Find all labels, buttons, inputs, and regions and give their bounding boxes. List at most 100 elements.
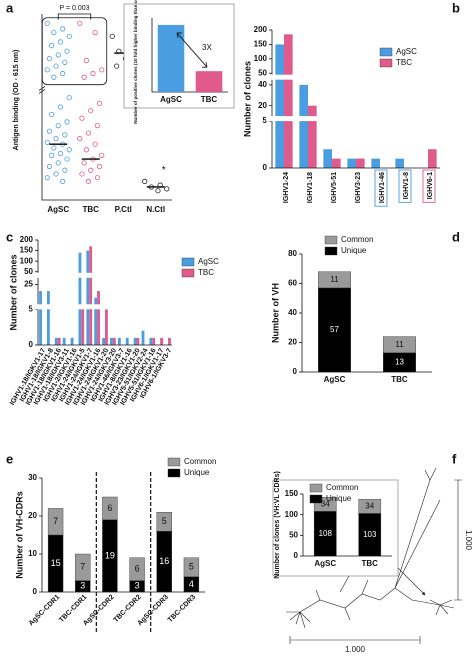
legend-swatch	[324, 246, 338, 256]
panel-label: a	[6, 0, 14, 15]
legend-swatch	[167, 457, 181, 467]
x-tick-label: TBC	[83, 205, 100, 214]
value-label: 11	[330, 275, 339, 284]
data-point	[51, 74, 57, 80]
bar	[371, 158, 380, 168]
data-point	[46, 163, 53, 170]
x-tick-label: AgSC	[324, 375, 346, 384]
data-point	[66, 95, 72, 101]
bar	[332, 158, 341, 168]
data-point	[66, 33, 72, 39]
x-tick-label: P.Ctl	[115, 205, 132, 214]
data-point	[51, 29, 57, 36]
y-tick-label: 150	[20, 246, 34, 255]
x-tick-label: IGHV1-24	[283, 172, 290, 203]
x-tick-label: TBC-CDR3	[167, 594, 197, 624]
bar	[195, 71, 223, 92]
data-point	[142, 178, 148, 184]
legend-label: Unique	[326, 494, 352, 503]
data-point	[46, 56, 53, 62]
data-point	[62, 59, 68, 65]
data-point	[85, 130, 92, 136]
annotation: *	[162, 165, 166, 176]
y-tick-label: 0	[33, 587, 38, 596]
data-point	[53, 136, 59, 142]
bar	[308, 105, 317, 168]
data-point	[57, 104, 64, 110]
value-label: 108	[319, 529, 333, 538]
data-point	[53, 63, 59, 69]
y-tick-label: 100	[254, 54, 268, 63]
scale-label: 1.000	[464, 530, 473, 551]
y-axis-label: Antigen binding (OD - 615 nm)	[13, 50, 20, 151]
data-point	[44, 175, 50, 181]
data-point	[77, 20, 83, 26]
data-point	[96, 100, 103, 106]
data-point	[164, 186, 170, 192]
bar-segment	[318, 287, 351, 373]
y-tick-label: 0	[29, 340, 34, 349]
data-point	[109, 33, 115, 39]
legend-swatch	[379, 58, 393, 68]
legend-swatch	[379, 47, 393, 57]
bar	[428, 149, 437, 168]
legend-swatch	[181, 268, 195, 278]
bar	[62, 337, 66, 345]
label-box	[398, 169, 412, 203]
value-label: 34	[365, 502, 374, 511]
bar	[105, 309, 108, 345]
data-point	[55, 160, 61, 166]
y-axis-label: Number of clones (VH:VL CDRs)	[274, 471, 281, 579]
bar	[168, 337, 171, 345]
bar	[347, 158, 356, 168]
bar	[275, 44, 284, 168]
value-label: 5	[189, 562, 194, 572]
data-point	[44, 20, 50, 26]
x-tick-label: N.Ctl	[146, 205, 165, 214]
legend-label: AgSC	[396, 47, 417, 56]
data-point	[85, 178, 92, 184]
data-point	[83, 147, 89, 153]
y-tick-label: 0	[294, 551, 299, 560]
value-label: 57	[330, 325, 339, 334]
y-tick-label: 30	[28, 473, 37, 482]
scale-label: 1.000	[345, 645, 366, 654]
legend-label: Common	[184, 457, 216, 466]
y-tick-label: 50	[258, 68, 267, 77]
legend-label: TBC	[396, 58, 412, 67]
bar	[57, 337, 61, 345]
data-point	[92, 141, 98, 147]
bar	[94, 297, 98, 345]
data-point	[62, 167, 68, 173]
data-point	[55, 123, 61, 129]
value-label: 15	[51, 558, 61, 568]
axis-gap	[266, 74, 442, 80]
legend-swatch	[181, 257, 195, 267]
bar-segment	[156, 512, 172, 532]
panel-label: d	[452, 229, 460, 244]
value-label: 6	[135, 564, 140, 574]
x-tick-label: AgSC-CDR1	[28, 594, 62, 628]
bar	[78, 252, 82, 345]
data-point	[155, 188, 161, 194]
bar	[149, 337, 153, 345]
panel-label: f	[452, 451, 457, 466]
bar	[110, 337, 113, 345]
y-tick-label: 150	[254, 40, 268, 49]
phylogenetic-tree	[286, 467, 462, 644]
axis	[41, 478, 205, 593]
legend-label: TBC	[198, 268, 214, 277]
legend-label: AgSC	[198, 257, 219, 266]
y-axis-label: Number of VH	[270, 283, 280, 343]
annotation: P = 0.003	[59, 5, 89, 12]
y-tick-label: 25	[24, 280, 33, 289]
data-point	[66, 147, 72, 153]
bar	[46, 291, 50, 345]
axis-gap	[266, 116, 442, 122]
bar-segment	[102, 496, 118, 520]
bar	[141, 330, 145, 345]
data-point	[77, 136, 83, 142]
data-point	[114, 63, 120, 69]
y-tick-label: 20	[258, 101, 267, 110]
data-point	[88, 108, 94, 114]
